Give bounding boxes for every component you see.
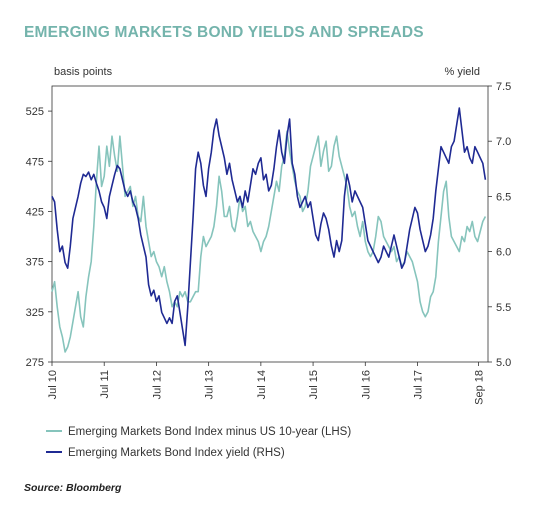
right-tick-label: 7.0 <box>496 136 511 148</box>
right-tick-label: 5.5 <box>496 302 511 314</box>
yield-series-line <box>51 107 487 347</box>
left-tick-label: 325 <box>26 307 44 319</box>
right-axis-ticks: 5.0 5.5 6.0 6.5 7.0 7.5 <box>488 81 511 369</box>
left-axis-title: basis points <box>54 66 113 78</box>
x-tick-label: Jul 16 <box>360 370 372 399</box>
chart-title: EMERGING MARKETS BOND YIELDS AND SPREADS <box>24 24 424 41</box>
right-axis-title: % yield <box>445 66 480 78</box>
x-axis-ticks: Jul 10 Jul 11 Jul 12 Jul 13 Jul 14 Jul 15 Jul … <box>47 362 486 405</box>
plot-border <box>51 85 489 363</box>
spread-series-line <box>51 130 487 353</box>
plot-area <box>51 85 489 363</box>
left-tick-label: 375 <box>26 257 44 269</box>
legend-label-spread: Emerging Markets Bond Index minus US 10-… <box>68 426 351 438</box>
x-tick-label: Sep 18 <box>474 370 486 405</box>
left-tick-label: 475 <box>26 156 44 168</box>
source-note: Source: Bloomberg <box>24 482 122 494</box>
left-tick-label: 275 <box>26 357 44 369</box>
left-axis-ticks: 275 325 375 425 475 525 <box>26 106 52 369</box>
x-tick-label: Jul 17 <box>413 370 425 399</box>
right-tick-label: 5.0 <box>496 357 511 369</box>
series-layer <box>51 107 487 353</box>
x-tick-label: Jul 14 <box>256 370 268 399</box>
x-tick-label: Jul 13 <box>204 370 216 399</box>
x-tick-label: Jul 11 <box>99 370 111 399</box>
right-tick-label: 7.5 <box>496 81 511 93</box>
legend-label-yield: Emerging Markets Bond Index yield (RHS) <box>68 447 285 459</box>
x-tick-label: Jul 10 <box>47 370 59 399</box>
left-tick-label: 425 <box>26 206 44 218</box>
legend: Emerging Markets Bond Index minus US 10-… <box>46 426 351 459</box>
x-tick-label: Jul 12 <box>151 370 163 399</box>
right-tick-label: 6.5 <box>496 191 511 203</box>
right-tick-label: 6.0 <box>496 247 511 259</box>
x-tick-label: Jul 15 <box>308 370 320 399</box>
left-tick-label: 525 <box>26 106 44 118</box>
